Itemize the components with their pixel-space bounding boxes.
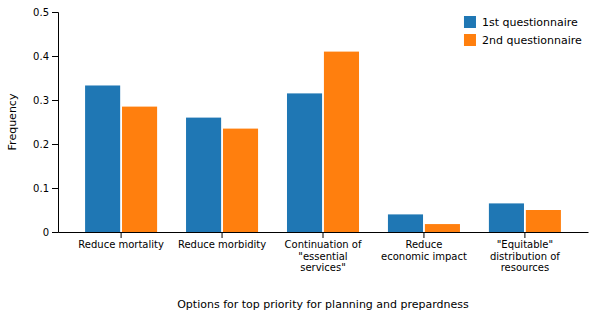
- y-axis-line: [52, 13, 59, 233]
- x-tick-label-line: "essential: [298, 251, 347, 262]
- y-axis: 0 0.1 0.2 0.3 0.4 0.5: [33, 7, 58, 238]
- plot: Reduce mortality Reduce morbidity Continua…: [33, 7, 588, 273]
- y-axis-title: Frequency: [6, 93, 19, 150]
- x-tick: Reduce mortality: [78, 232, 164, 250]
- x-tick-label: Reduce mortality: [78, 239, 164, 250]
- bar: [122, 107, 157, 232]
- x-axis: Reduce mortality Reduce morbidity Continua…: [59, 232, 589, 273]
- chart: Reduce mortality Reduce morbidity Continua…: [0, 0, 600, 316]
- legend-label: 1st questionnaire: [482, 16, 578, 29]
- bar: [489, 203, 524, 232]
- bar: [287, 93, 322, 232]
- series: [85, 85, 524, 232]
- x-tick-label-line: "Equitable": [497, 239, 553, 250]
- x-tick-label-line: distribution of: [490, 251, 560, 262]
- bar: [425, 224, 460, 232]
- y-tick: 0.1: [33, 183, 58, 194]
- y-tick-mark: [52, 100, 58, 101]
- x-tick-label: "Equitable"distribution ofresources: [490, 239, 560, 273]
- y-tick-mark: [52, 188, 58, 189]
- legend-item: 2nd questionnaire: [464, 34, 582, 47]
- series: [122, 52, 561, 232]
- x-tick: "Equitable"distribution ofresources: [490, 232, 560, 273]
- x-tick-mark: [524, 232, 525, 238]
- x-tick-label-line: services": [300, 262, 346, 273]
- bar: [388, 214, 423, 232]
- bars: [85, 52, 561, 232]
- bar: [223, 129, 258, 232]
- x-tick-label: Reduce morbidity: [178, 239, 266, 250]
- y-tick-mark: [52, 144, 58, 145]
- x-tick-mark: [222, 232, 223, 238]
- x-tick-label: Continuation of"essentialservices": [285, 239, 362, 273]
- y-tick: 0.2: [33, 139, 58, 150]
- x-tick-label-line: Reduce mortality: [78, 239, 164, 250]
- y-tick-label: 0.1: [33, 183, 49, 194]
- legend-item: 1st questionnaire: [464, 16, 578, 29]
- legend: 1st questionnaire 2nd questionnaire: [464, 16, 582, 47]
- x-tick: Continuation of"essentialservices": [285, 232, 362, 273]
- x-tick-label-line: resources: [501, 262, 549, 273]
- y-tick-label: 0: [43, 227, 49, 238]
- x-tick-label-line: Reduce morbidity: [178, 239, 266, 250]
- legend-swatch: [464, 34, 476, 46]
- legend-swatch: [464, 16, 476, 28]
- y-tick: 0.4: [33, 51, 58, 62]
- y-tick-label: 0.5: [33, 7, 49, 18]
- x-tick-mark: [121, 232, 122, 238]
- x-tick: Reduceeconomic impact: [381, 232, 467, 262]
- y-tick-label: 0.4: [33, 51, 49, 62]
- y-tick-mark: [52, 12, 58, 13]
- bar: [324, 52, 359, 232]
- x-tick-label: Reduceeconomic impact: [381, 239, 467, 262]
- x-tick: Reduce morbidity: [178, 232, 266, 250]
- y-tick-mark: [52, 232, 58, 233]
- x-tick-label-line: Reduce: [405, 239, 442, 250]
- x-tick-mark: [323, 232, 324, 238]
- y-tick-label: 0.3: [33, 95, 49, 106]
- y-tick: 0.5: [33, 7, 58, 18]
- x-axis-title: Options for top priority for planning an…: [177, 298, 469, 311]
- x-tick-label-line: Continuation of: [285, 239, 362, 250]
- bar: [85, 85, 120, 232]
- y-tick-mark: [52, 56, 58, 57]
- y-tick: 0.3: [33, 95, 58, 106]
- y-tick-label: 0.2: [33, 139, 49, 150]
- y-tick: 0: [43, 227, 58, 238]
- bar: [526, 210, 561, 232]
- x-tick-label-line: economic impact: [381, 251, 467, 262]
- bar: [186, 118, 221, 232]
- x-tick-mark: [423, 232, 424, 238]
- legend-label: 2nd questionnaire: [482, 34, 582, 47]
